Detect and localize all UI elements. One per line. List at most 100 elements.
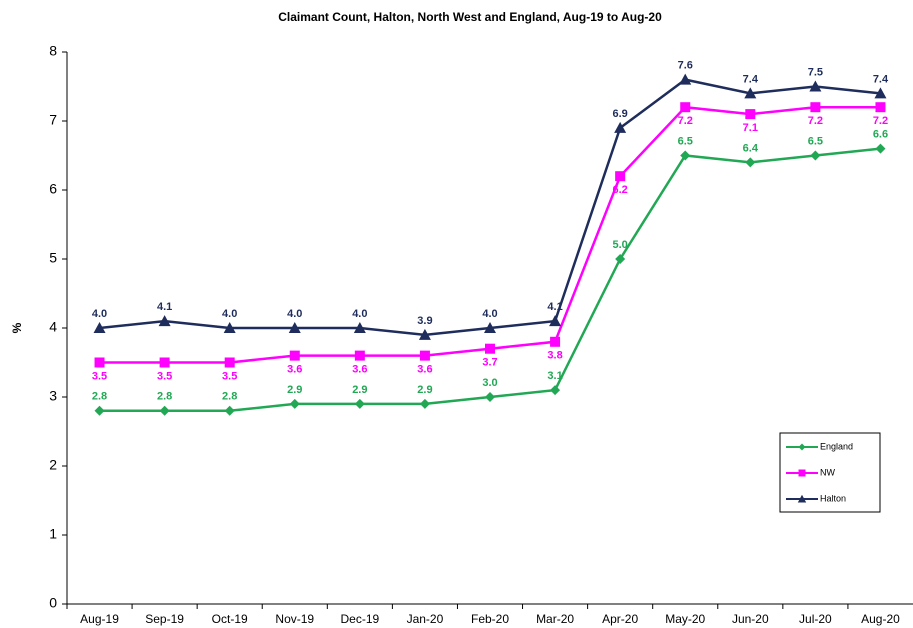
data-label: 3.9: [417, 315, 432, 327]
y-tick-label: 3: [49, 388, 57, 404]
marker: [159, 405, 170, 416]
marker: [549, 315, 562, 327]
y-tick-label: 0: [49, 595, 57, 611]
marker: [810, 102, 821, 113]
legend-label: England: [820, 441, 853, 451]
data-label: 4.0: [92, 308, 107, 320]
marker: [797, 494, 807, 503]
data-label: 7.2: [873, 115, 888, 127]
x-tick-label: Dec-19: [341, 612, 380, 626]
marker: [224, 405, 235, 416]
marker: [875, 102, 886, 113]
x-tick-label: Apr-20: [602, 612, 638, 626]
data-label: 4.1: [547, 301, 562, 313]
marker: [798, 469, 806, 477]
data-label: 4.1: [157, 301, 172, 313]
series-line: [99, 78, 881, 337]
x-tick-label: Jul-20: [799, 612, 832, 626]
x-tick-label: Aug-19: [80, 612, 119, 626]
series-line: [99, 147, 881, 413]
marker: [615, 171, 626, 182]
y-tick-label: 8: [49, 43, 57, 59]
marker: [485, 392, 495, 402]
marker: [744, 87, 757, 99]
data-label: 7.2: [808, 115, 823, 127]
data-label: 2.9: [417, 384, 432, 396]
x-tick-label: Sep-19: [145, 612, 184, 626]
x-tick-label: Mar-20: [536, 612, 574, 626]
x-tick-label: May-20: [665, 612, 705, 626]
marker: [809, 80, 822, 92]
x-tick-label: Aug-20: [861, 612, 900, 626]
marker: [550, 336, 561, 347]
marker: [94, 405, 105, 416]
y-tick-label: 1: [49, 526, 57, 542]
y-tick-label: 5: [49, 250, 57, 266]
marker: [745, 109, 756, 120]
data-label: 2.8: [92, 391, 107, 403]
data-label: 3.6: [287, 364, 302, 376]
data-label: 3.8: [547, 350, 562, 362]
data-label: 3.5: [222, 370, 237, 382]
marker: [353, 322, 366, 333]
marker: [354, 398, 365, 409]
y-axis-label: %: [10, 322, 24, 333]
marker: [798, 443, 806, 451]
data-label: 6.6: [873, 129, 888, 141]
marker: [874, 87, 887, 99]
data-label: 3.0: [482, 377, 497, 389]
data-label: 2.9: [352, 384, 367, 396]
x-tick-label: Jun-20: [732, 612, 769, 626]
marker: [484, 322, 496, 333]
data-label: 6.5: [678, 135, 693, 147]
x-tick-label: Oct-19: [212, 612, 248, 626]
marker: [289, 350, 300, 361]
data-label: 7.5: [808, 66, 823, 78]
data-label: 3.7: [482, 357, 497, 369]
data-label: 5.0: [613, 239, 628, 251]
data-label: 3.5: [157, 370, 172, 382]
data-label: 3.6: [417, 364, 432, 376]
chart-title: Claimant Count, Halton, North West and E…: [278, 10, 662, 24]
data-label: 2.8: [222, 391, 237, 403]
marker: [223, 322, 236, 333]
marker: [288, 322, 301, 333]
legend-label: Halton: [820, 493, 846, 503]
marker: [93, 322, 106, 333]
marker: [159, 357, 170, 368]
legend-label: NW: [820, 467, 835, 477]
marker: [485, 343, 495, 354]
data-label: 7.4: [743, 73, 759, 85]
marker: [158, 315, 171, 327]
data-label: 3.6: [352, 364, 367, 376]
data-label: 2.9: [287, 384, 302, 396]
data-label: 3.1: [547, 370, 562, 382]
data-label: 7.1: [743, 122, 758, 134]
marker: [810, 150, 821, 161]
data-label: 4.0: [482, 308, 497, 320]
data-label: 7.4: [873, 73, 889, 85]
y-tick-label: 6: [49, 181, 57, 197]
data-label: 7.6: [678, 60, 693, 72]
marker: [875, 143, 886, 154]
marker: [680, 150, 691, 161]
marker: [289, 398, 300, 409]
data-label: 4.0: [222, 308, 237, 320]
data-label: 7.2: [678, 115, 693, 127]
data-label: 6.5: [808, 135, 823, 147]
marker: [615, 254, 626, 264]
x-tick-label: Jan-20: [407, 612, 444, 626]
marker: [418, 328, 431, 340]
marker: [94, 357, 105, 368]
data-label: 4.0: [287, 308, 302, 320]
y-tick-label: 2: [49, 457, 57, 473]
marker: [419, 398, 430, 409]
x-tick-label: Nov-19: [275, 612, 314, 626]
marker: [679, 73, 692, 85]
marker: [354, 350, 365, 361]
y-tick-label: 4: [49, 319, 57, 335]
data-label: 6.2: [613, 184, 628, 196]
y-tick-label: 7: [49, 112, 57, 128]
data-label: 3.5: [92, 370, 107, 382]
